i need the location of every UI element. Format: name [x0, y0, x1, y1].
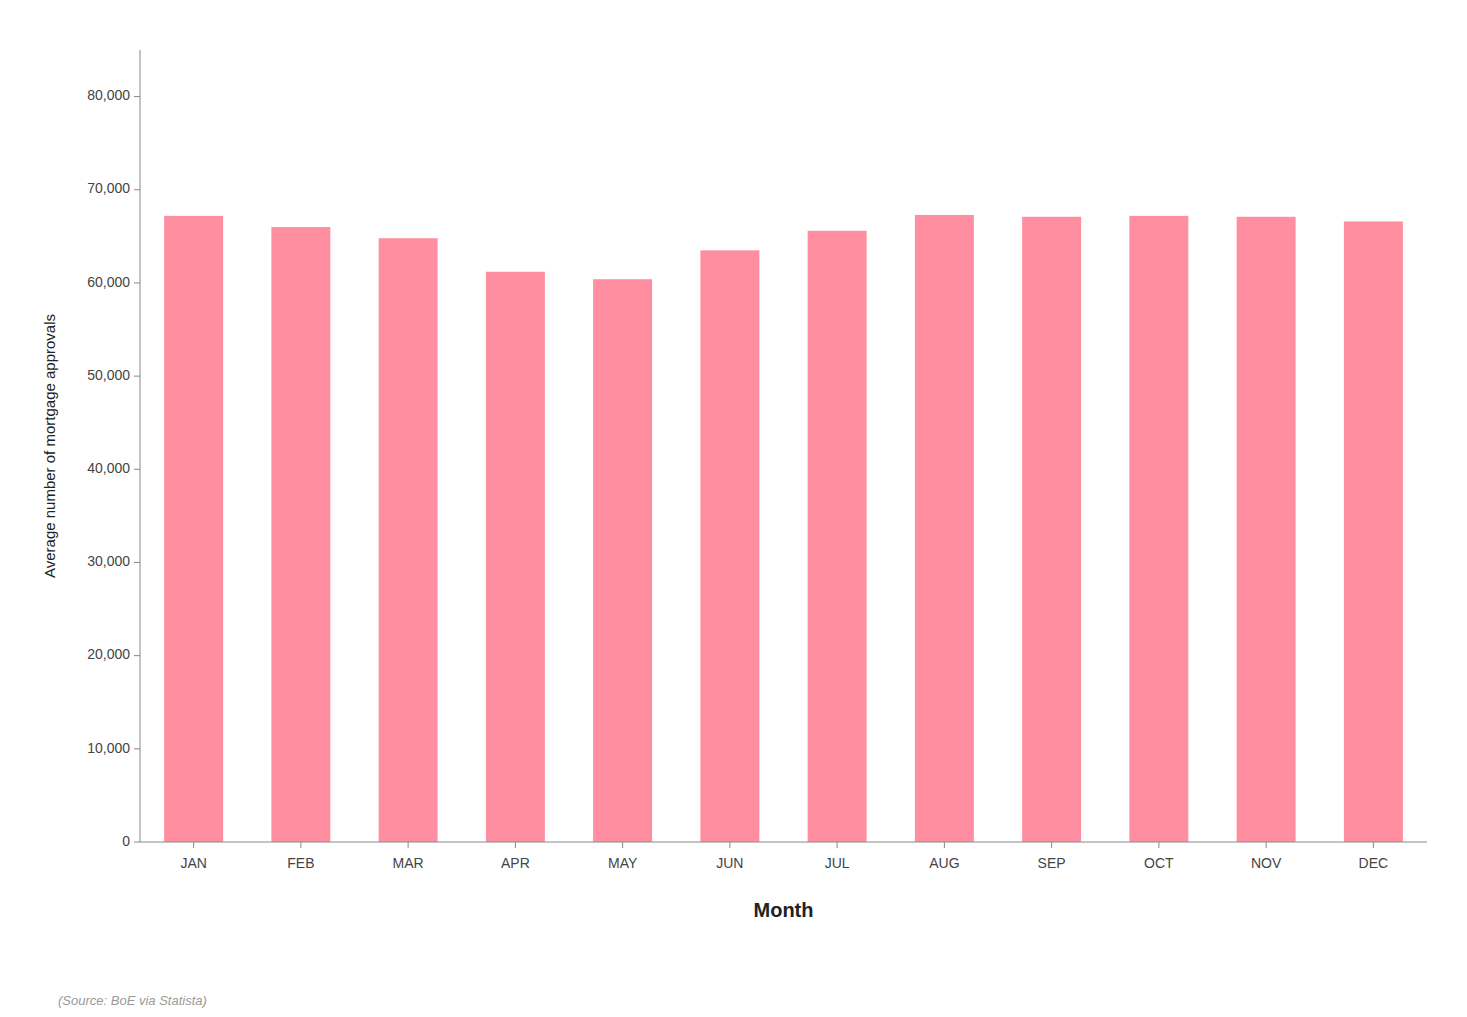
x-tick-label: DEC: [1359, 855, 1389, 871]
x-tick: [944, 842, 945, 848]
bar: [271, 227, 330, 842]
bar: [1344, 221, 1403, 842]
y-tick-label: 60,000: [87, 274, 130, 290]
x-tick-label: APR: [501, 855, 530, 871]
y-tick: [134, 189, 140, 190]
chart-container: 0 10,000 20,000 30,000 40,000 50,000 60,000 70,…: [0, 0, 1467, 1017]
y-tick: [134, 562, 140, 563]
x-tick-label: JAN: [180, 855, 206, 871]
y-axis: 0 10,000 20,000 30,000 40,000 50,000 60,000 70,…: [87, 87, 140, 848]
x-tick: [1051, 842, 1052, 848]
y-tick-label: 0: [122, 833, 130, 849]
x-tick: [300, 842, 301, 848]
bar: [1237, 217, 1296, 842]
x-tick-label: NOV: [1251, 855, 1282, 871]
bar: [808, 231, 867, 842]
y-tick: [134, 469, 140, 470]
y-tick-label: 10,000: [87, 740, 130, 756]
x-tick: [729, 842, 730, 848]
x-tick: [408, 842, 409, 848]
x-tick-label: OCT: [1144, 855, 1174, 871]
bar: [593, 279, 652, 842]
x-tick-label: FEB: [287, 855, 314, 871]
x-tick: [193, 842, 194, 848]
y-tick: [134, 376, 140, 377]
bar: [915, 215, 974, 842]
y-tick: [134, 842, 140, 843]
x-tick-label: AUG: [929, 855, 959, 871]
bar: [1022, 217, 1081, 842]
source-note: (Source: BoE via Statista): [58, 993, 207, 1008]
bar: [700, 250, 759, 842]
bar: [164, 216, 223, 842]
x-axis-line: [140, 842, 1427, 843]
bar: [486, 272, 545, 842]
x-tick: [837, 842, 838, 848]
bar: [1129, 216, 1188, 842]
y-tick: [134, 96, 140, 97]
x-tick-label: JUL: [825, 855, 850, 871]
y-tick: [134, 748, 140, 749]
bars: [164, 215, 1403, 842]
y-tick-label: 80,000: [87, 87, 130, 103]
x-tick: [1266, 842, 1267, 848]
y-tick-label: 20,000: [87, 646, 130, 662]
x-tick-label: MAY: [608, 855, 638, 871]
x-tick-label: MAR: [393, 855, 424, 871]
y-tick: [134, 655, 140, 656]
x-tick-label: SEP: [1038, 855, 1066, 871]
y-tick-label: 40,000: [87, 460, 130, 476]
x-axis-label: Month: [754, 899, 814, 921]
x-tick: [1158, 842, 1159, 848]
y-axis-label: Average number of mortgage approvals: [41, 314, 58, 578]
y-tick: [134, 282, 140, 283]
x-tick: [1373, 842, 1374, 848]
bar: [379, 238, 438, 842]
x-tick: [622, 842, 623, 848]
x-axis: JAN FEB MAR APR MAY JUN JUL AUG SEP OCT NOV DEC: [180, 842, 1388, 871]
chart-svg: 0 10,000 20,000 30,000 40,000 50,000 60,000 70,…: [0, 0, 1467, 1017]
x-tick-label: JUN: [716, 855, 743, 871]
y-axis-line: [140, 50, 141, 842]
y-tick-label: 70,000: [87, 180, 130, 196]
x-tick: [515, 842, 516, 848]
y-tick-label: 50,000: [87, 367, 130, 383]
y-tick-label: 30,000: [87, 553, 130, 569]
